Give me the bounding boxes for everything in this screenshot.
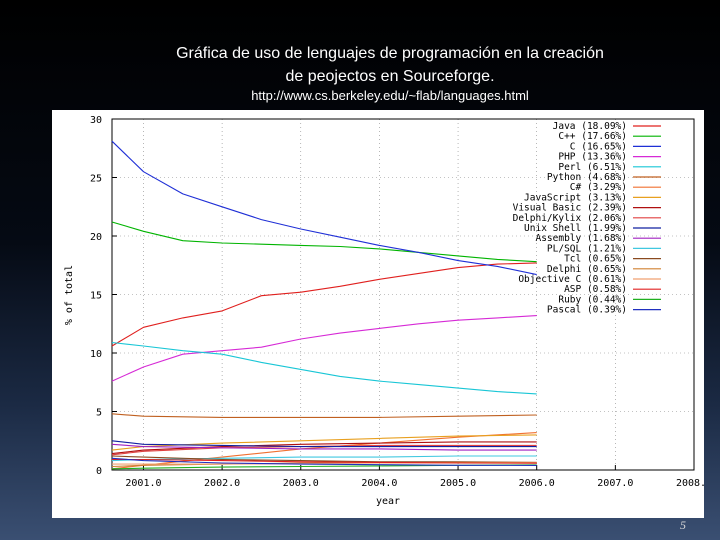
- y-tick-label: 25: [90, 174, 102, 185]
- legend-entry-label: Delphi/Kylix (2.06%): [513, 213, 627, 224]
- x-tick-label: 2006.0: [519, 478, 555, 489]
- legend-entry-label: Perl (6.51%): [558, 162, 627, 173]
- y-tick-label: 20: [90, 232, 102, 243]
- series-line-php: [111, 315, 537, 382]
- series-line-delphi: [111, 461, 537, 468]
- legend-entry-label: PHP (13.36%): [558, 152, 627, 163]
- x-tick-label: 2007.0: [597, 478, 633, 489]
- slide-title-line-1: Gráfica de uso de lenguajes de programac…: [176, 45, 604, 62]
- series-line-tcl: [111, 455, 537, 463]
- x-tick-label: 2003.0: [283, 478, 319, 489]
- x-axis-label: year: [376, 496, 400, 507]
- series-line-javascript: [111, 434, 537, 451]
- legend-entry-label: Unix Shell (1.99%): [524, 223, 627, 234]
- page-number: 5: [680, 518, 686, 532]
- series-line-pascal: [111, 457, 537, 466]
- legend-entry-label: PL/SQL (1.21%): [547, 243, 627, 254]
- x-tick-label: 2008.0: [676, 478, 704, 489]
- series-line-visual-basic: [111, 441, 537, 455]
- x-tick-label: 2001.0: [125, 478, 161, 489]
- legend-entry-label: Visual Basic (2.39%): [513, 203, 627, 214]
- slide-title-line-2: de peojectos en Sourceforge.: [285, 68, 495, 85]
- axes: 0 5 10 15 20 25 30 2001.0 2002.0 2003.0 2004.0 2005…: [90, 115, 704, 489]
- y-tick-label: 5: [96, 408, 102, 419]
- legend-entry-label: JavaScript (3.13%): [524, 192, 627, 203]
- series-line-unix-shell: [111, 440, 537, 448]
- legend: Java (18.09%)C++ (17.66%)C (16.65%)PHP (…: [513, 121, 661, 316]
- legend-entry-label: C (16.65%): [570, 141, 627, 152]
- chart-panel: 0 5 10 15 20 25 30 2001.0 2002.0 2003.0 2004.0 2005…: [52, 110, 704, 518]
- y-tick-label: 10: [90, 349, 102, 360]
- legend-entry-label: C++ (17.66%): [558, 131, 627, 142]
- legend-entry-label: C# (3.29%): [570, 182, 627, 193]
- y-tick-label: 15: [90, 291, 102, 302]
- series-line-assembly: [111, 443, 537, 451]
- slide-title: Gráfica de uso de lenguajes de programac…: [110, 42, 670, 88]
- legend-entry-label: Objective C (0.61%): [518, 274, 627, 285]
- series-line-c-: [111, 221, 537, 263]
- y-axis-label: % of total: [64, 265, 75, 325]
- line-chart: 0 5 10 15 20 25 30 2001.0 2002.0 2003.0 2004.0 2005…: [64, 115, 704, 507]
- x-tick-label: 2005.0: [440, 478, 476, 489]
- x-tick-label: 2002.0: [204, 478, 240, 489]
- series-line-java: [111, 262, 537, 347]
- series-line-asp: [112, 458, 537, 464]
- source-url: http://www.cs.berkeley.edu/~flab/languag…: [251, 88, 529, 103]
- series-line-c: [111, 140, 537, 276]
- y-tick-label: 30: [90, 115, 102, 126]
- legend-entry-label: ASP (0.58%): [564, 284, 627, 295]
- x-tick-label: 2004.0: [361, 478, 397, 489]
- y-tick-label: 0: [96, 466, 102, 477]
- series-line-python: [111, 413, 537, 418]
- legend-entry-label: Python (4.68%): [547, 172, 627, 183]
- legend-entry-label: Assembly (1.68%): [535, 233, 627, 244]
- legend-entry-label: Delphi (0.65%): [547, 264, 627, 275]
- legend-entry-label: Ruby (0.44%): [558, 294, 627, 305]
- series-lines: [111, 140, 537, 470]
- series-line-perl: [111, 341, 537, 395]
- legend-entry-label: Tcl (0.65%): [564, 254, 627, 265]
- legend-entry-label: Pascal (0.39%): [547, 305, 627, 316]
- legend-entry-label: Java (18.09%): [553, 121, 627, 132]
